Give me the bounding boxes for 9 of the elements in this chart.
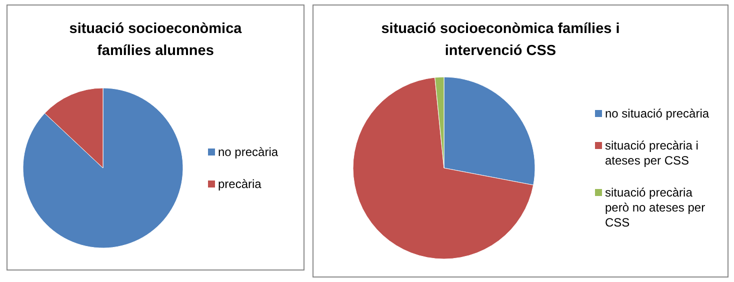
chart-title: situació socioeconòmica famílies alumnes	[69, 21, 243, 59]
chart-title: situació socioeconòmica famílies i intervenció CSS	[381, 21, 620, 59]
legend-label: situació precària però no ateses per CSS	[605, 186, 706, 230]
pie-slice	[22, 88, 184, 248]
legend-label: situació precària i ateses per CSS	[605, 138, 698, 168]
legend-label: no precària	[218, 145, 278, 159]
legend-label: no situació precària	[605, 106, 710, 120]
legend-label: precària	[218, 177, 262, 191]
pie-slice	[352, 77, 534, 260]
